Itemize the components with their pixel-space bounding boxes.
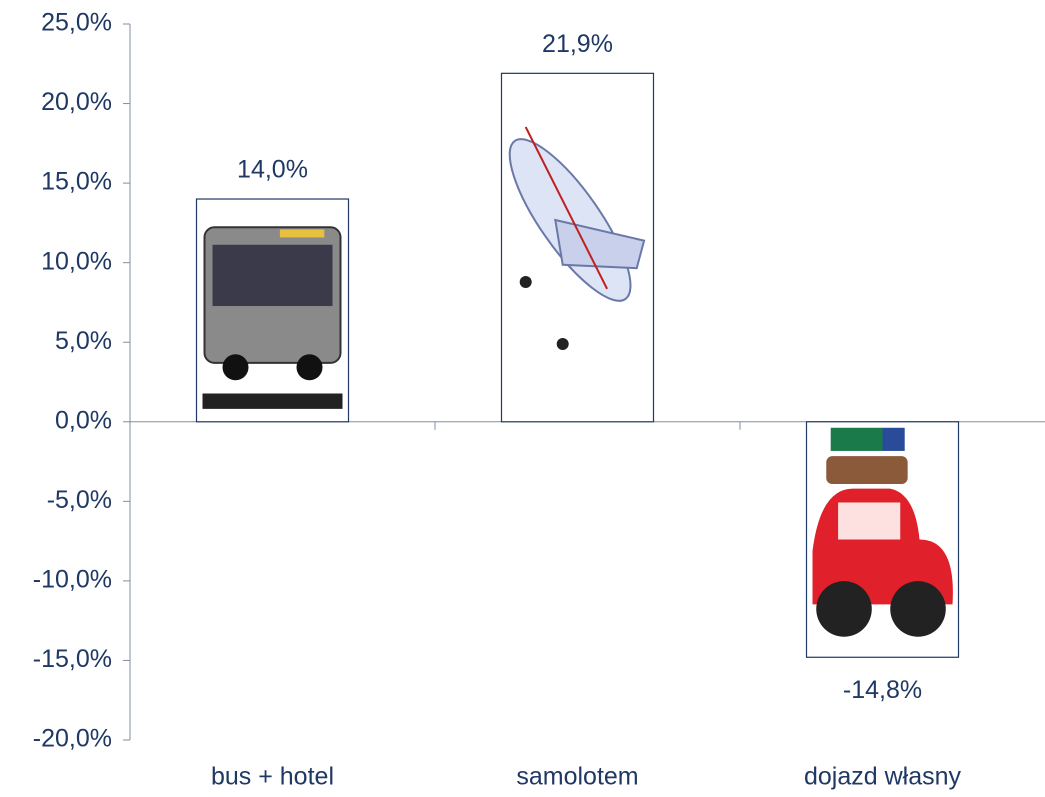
plane-wheel bbox=[556, 337, 569, 350]
y-tick-label: 25,0% bbox=[41, 9, 112, 37]
bus-wheel bbox=[222, 354, 249, 381]
value-label: -14,8% bbox=[843, 676, 922, 704]
y-tick-label: 15,0% bbox=[41, 168, 112, 196]
bar-picture bbox=[202, 226, 343, 409]
plane-stripe bbox=[524, 126, 608, 290]
y-tick-label: -5,0% bbox=[47, 486, 112, 514]
bus-shadow bbox=[202, 393, 343, 409]
x-tick-label: bus + hotel bbox=[211, 763, 334, 791]
y-tick-label: -20,0% bbox=[33, 725, 112, 753]
value-label: 21,9% bbox=[542, 30, 613, 58]
value-label: 14,0% bbox=[237, 156, 308, 184]
y-tick-label: 0,0% bbox=[55, 406, 112, 434]
car-wheel bbox=[890, 581, 946, 637]
suitcase bbox=[830, 427, 883, 451]
car-wheel bbox=[816, 581, 872, 637]
bus-sign bbox=[279, 229, 325, 238]
bar-picture bbox=[812, 427, 953, 637]
car-window bbox=[838, 502, 901, 540]
bus-window bbox=[212, 244, 333, 307]
x-tick-label: samolotem bbox=[516, 763, 638, 791]
y-tick-label: -10,0% bbox=[33, 565, 112, 593]
bus-wheel bbox=[296, 354, 323, 381]
x-tick-label: dojazd własny bbox=[804, 763, 962, 791]
y-tick-label: -15,0% bbox=[33, 645, 112, 673]
y-tick-label: 10,0% bbox=[41, 247, 112, 275]
plane-wheel bbox=[519, 275, 532, 288]
suitcase bbox=[826, 456, 908, 484]
bar-picture bbox=[508, 126, 646, 350]
y-tick-label: 20,0% bbox=[41, 88, 112, 116]
suitcase bbox=[882, 427, 905, 451]
y-tick-label: 5,0% bbox=[55, 327, 112, 355]
